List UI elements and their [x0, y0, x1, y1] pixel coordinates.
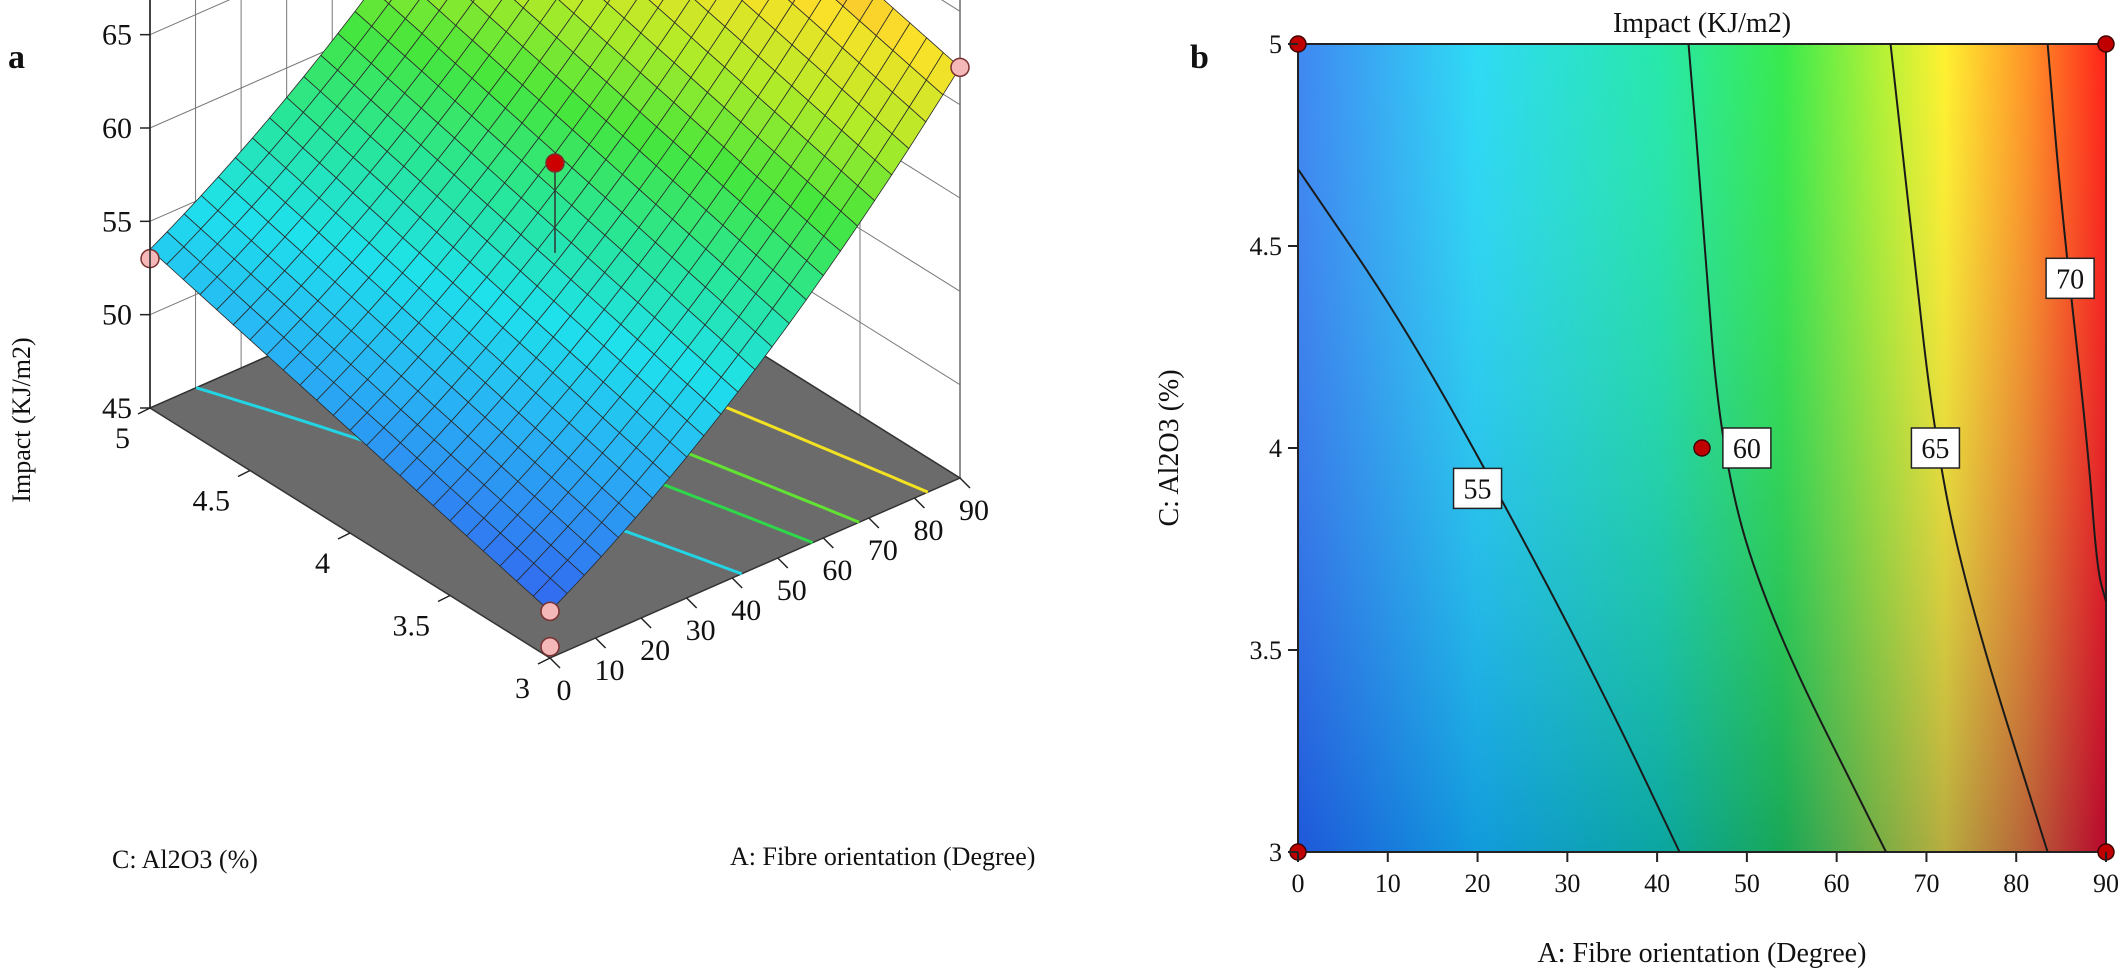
- contour-label-box: [2045, 257, 2095, 300]
- contour-line-70: [2046, 43, 2107, 602]
- design-point: [2097, 35, 2115, 53]
- x-tick-mark-3d: [640, 617, 652, 629]
- x-tick-mark-3d: [822, 537, 834, 549]
- x-tick-label: 50: [1734, 869, 1760, 898]
- y-tick-label-3d: 4.5: [193, 485, 231, 518]
- y-tick-label: 4.5: [1250, 232, 1283, 261]
- x-tick-label: 30: [1554, 869, 1580, 898]
- x-tick-label: 60: [1824, 869, 1850, 898]
- y-tick-label: 3: [1269, 838, 1282, 867]
- x-tick-label: 40: [1644, 869, 1670, 898]
- contour-label-55: 55: [1464, 474, 1492, 505]
- panel-a-letter: a: [8, 39, 25, 76]
- design-point-3d: [540, 637, 560, 657]
- y-tick-mark-3d: [337, 532, 351, 540]
- z-tick-label: 45: [102, 392, 132, 425]
- surface-plot-panel: a 45505560657075010203040506070809033.54…: [7, 0, 1035, 874]
- y-tick-label-3d: 3: [515, 672, 530, 705]
- x-tick-label-3d: 0: [557, 674, 572, 707]
- y-tick-label-3d: 3.5: [393, 610, 431, 643]
- x-tick-label: 90: [2093, 869, 2119, 898]
- design-point-3d: [950, 57, 970, 78]
- x-tick-mark-3d: [686, 597, 698, 609]
- x-tick-mark-3d: [777, 557, 789, 569]
- y-tick-label-3d: 5: [115, 422, 130, 455]
- x-tick-mark-3d: [868, 517, 880, 529]
- x-tick-label-3d: 40: [731, 594, 761, 627]
- design-point-3d: [545, 153, 565, 173]
- x-tick-mark-3d: [549, 657, 561, 669]
- y-tick-mark-3d: [137, 407, 151, 415]
- surface-cell: [532, 577, 568, 612]
- surface-cell: [648, 0, 664, 9]
- x-tick-label: 0: [1292, 869, 1305, 898]
- contour-line-60: [1687, 43, 1887, 853]
- x-tick-label-3d: 20: [640, 634, 670, 667]
- x-tick-label-3d: 50: [777, 574, 807, 607]
- contour-label-box: [1722, 427, 1772, 469]
- contour-label-box: [1910, 427, 1961, 469]
- contour-label-65: 65: [1921, 434, 1949, 465]
- surface-cell: [383, 0, 392, 5]
- y-tick-mark-3d: [437, 594, 451, 603]
- x-tick-label: 70: [1913, 869, 1939, 898]
- contour-title: Impact (KJ/m2): [1613, 8, 1791, 39]
- x-tick-label-3d: 60: [822, 554, 852, 587]
- y-axis-label: C: Al2O3 (%): [1154, 369, 1185, 526]
- x-tick-label-3d: 80: [913, 514, 943, 547]
- y-axis-ticks: 3 3.5 4 4.5 5: [1250, 30, 1298, 867]
- y-tick-mark-3d: [537, 657, 551, 665]
- contour-plot-panel: b Impact (KJ/m2) 55 60 65 70 0 10 20 30 40 50 60 7…: [1154, 8, 2119, 969]
- y-tick-label: 5: [1269, 30, 1282, 59]
- x-tick-label-3d: 90: [959, 494, 989, 527]
- z-axis-label: Impact (KJ/m2): [7, 337, 36, 502]
- y-tick-label: 4: [1269, 434, 1282, 463]
- surface-cell: [835, 0, 848, 7]
- x-tick-mark-3d: [913, 497, 925, 509]
- y-axis-label-3d: C: Al2O3 (%): [112, 845, 258, 874]
- x-tick-label-3d: 10: [595, 654, 625, 687]
- x-tick-mark-3d: [731, 577, 743, 589]
- y-tick-mark-3d: [237, 469, 251, 478]
- contour-lines: 55 60 65 70: [1297, 43, 2107, 853]
- x-axis-label-3d: A: Fibre orientation (Degree): [730, 842, 1035, 871]
- z-tick-label: 55: [102, 205, 132, 238]
- x-tick-mark-3d: [959, 477, 971, 489]
- contour-line-55: [1297, 168, 1681, 853]
- z-tick-label: 50: [102, 299, 132, 332]
- surface-cell: [513, 0, 530, 9]
- z-tick-label: 65: [102, 19, 132, 52]
- axis-ticks-3d: 45505560657075010203040506070809033.544.…: [102, 0, 989, 707]
- x-tick-label: 80: [2003, 869, 2029, 898]
- x-tick-mark-3d: [595, 637, 607, 649]
- design-point-3d: [540, 601, 560, 622]
- x-axis-ticks: 0 10 20 30 40 50 60 70 80 90: [1292, 852, 2119, 898]
- x-tick-label: 10: [1375, 869, 1401, 898]
- contour-label-70: 70: [2056, 264, 2084, 295]
- contour-label-60: 60: [1733, 434, 1761, 465]
- y-tick-label: 3.5: [1250, 636, 1283, 665]
- response-surface: [149, 0, 961, 612]
- contour-line-65: [1889, 43, 2049, 853]
- x-tick-label: 20: [1465, 869, 1491, 898]
- y-tick-label-3d: 4: [315, 547, 330, 580]
- contour-label-box: [1452, 467, 1503, 510]
- x-tick-label-3d: 30: [686, 614, 716, 647]
- x-tick-label-3d: 70: [868, 534, 898, 567]
- panel-b-letter: b: [1190, 39, 1209, 76]
- x-axis-label: A: Fibre orientation (Degree): [1538, 938, 1867, 969]
- design-point: [1693, 439, 1711, 457]
- z-tick-label: 60: [102, 112, 132, 145]
